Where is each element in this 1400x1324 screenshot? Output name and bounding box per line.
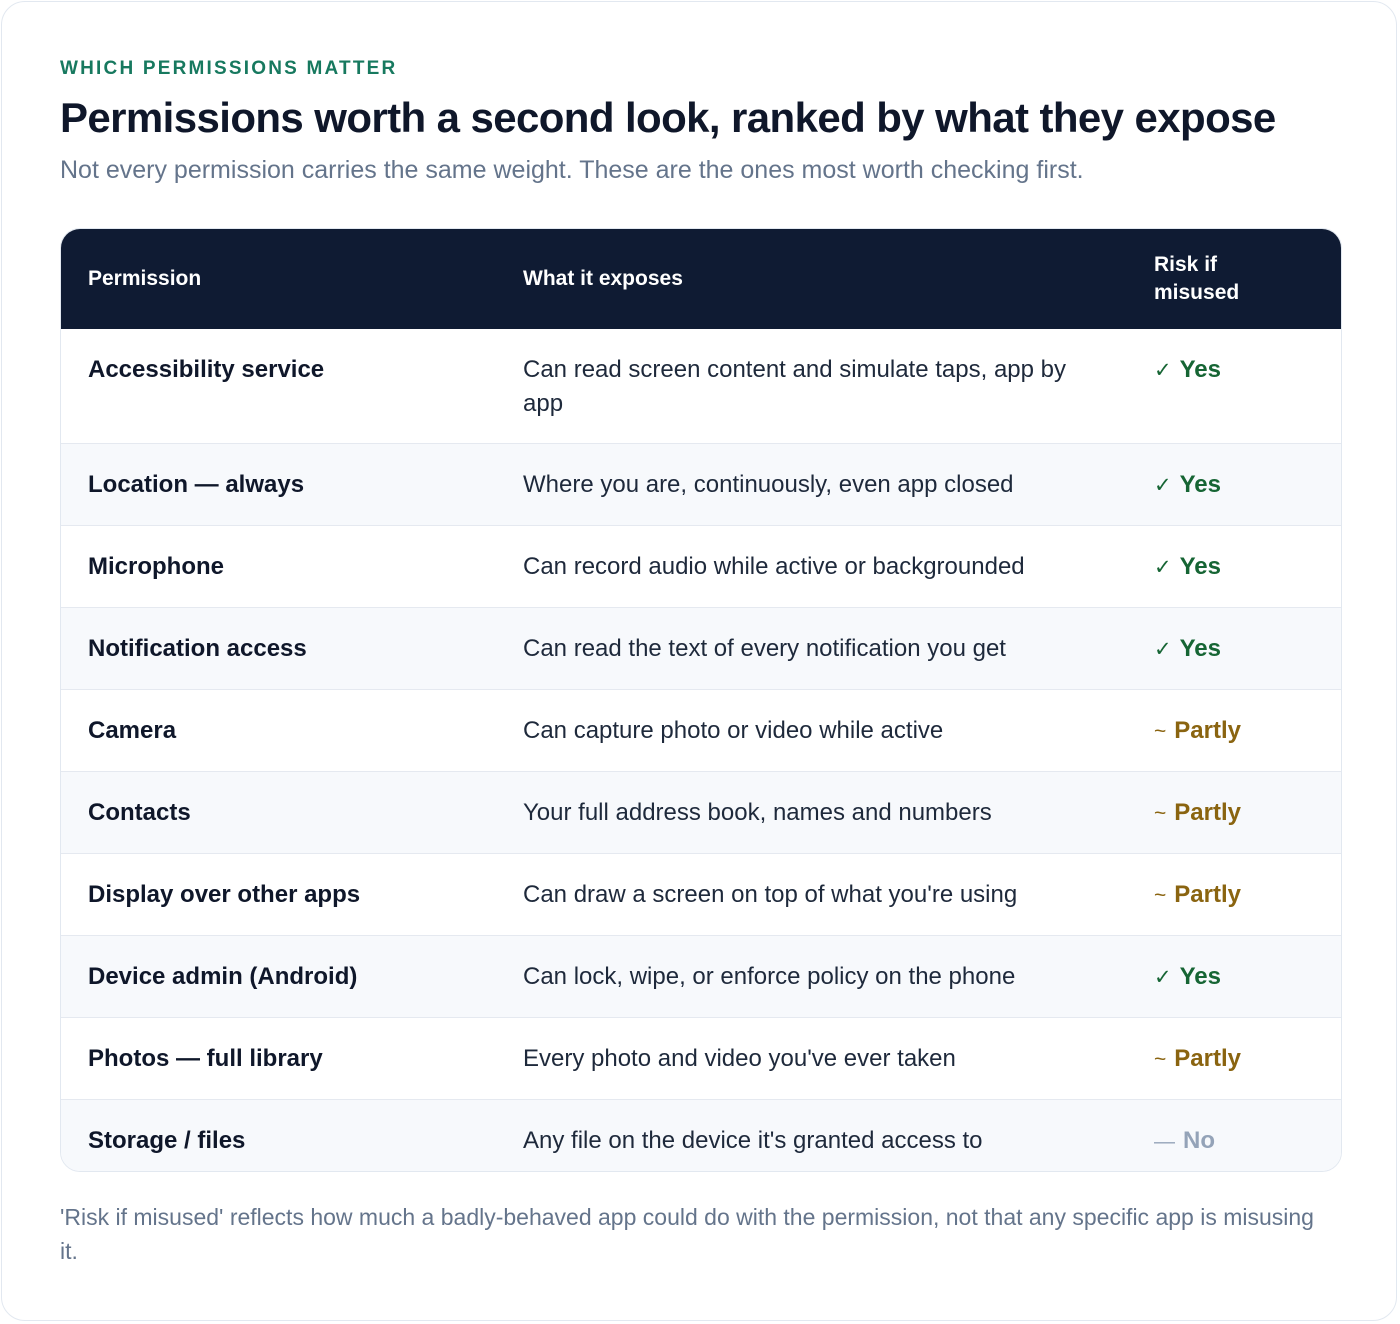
- eyebrow-label: WHICH PERMISSIONS MATTER: [60, 58, 398, 79]
- permissions-table: Permission What it exposes Risk if misus…: [61, 229, 1341, 1172]
- footnote: 'Risk if misused' reflects how much a ba…: [60, 1204, 1314, 1264]
- permission-name: Location — always: [88, 471, 305, 498]
- risk-badge: — No: [1127, 1100, 1341, 1172]
- tilde-icon: ~: [1154, 720, 1167, 743]
- permission-name: Photos — full library: [88, 1045, 323, 1072]
- risk-badge: ✓ Yes: [1127, 444, 1341, 526]
- risk-badge: ✓ Yes: [1127, 329, 1341, 444]
- tilde-icon: ~: [1154, 884, 1167, 907]
- permission-name: Notification access: [88, 635, 307, 662]
- permission-name: Microphone: [88, 553, 224, 580]
- risk-label: Partly: [1174, 717, 1241, 744]
- table-row: Display over other apps Can draw a screen…: [61, 853, 1341, 936]
- permissions-table-container: Permission What it exposes Risk if misus…: [60, 228, 1342, 1172]
- tilde-icon: ~: [1154, 1048, 1167, 1071]
- permission-exposure: Can capture photo or video while active: [523, 717, 944, 744]
- table-row: Device admin (Android) Can lock, wipe, or…: [61, 935, 1341, 1018]
- check-icon: ✓: [1154, 966, 1172, 989]
- risk-label: Yes: [1179, 553, 1221, 580]
- table-row: Camera Can capture photo or video while a…: [61, 689, 1341, 772]
- table-header: Permission What it exposes Risk if misus…: [61, 229, 1341, 329]
- risk-badge: ✓ Yes: [1127, 526, 1341, 608]
- permission-exposure: Where you are, continuously, even app cl…: [523, 471, 1014, 498]
- permission-exposure: Your full address book, names and number…: [523, 799, 992, 826]
- permission-exposure: Every photo and video you've ever taken: [523, 1045, 956, 1072]
- permission-name: Accessibility service: [88, 356, 325, 383]
- permission-exposure: Can read screen content and simulate tap…: [523, 356, 1066, 417]
- risk-label: Partly: [1174, 799, 1241, 826]
- risk-badge: ~ Partly: [1127, 854, 1341, 936]
- table-row: Microphone Can record audio while active …: [61, 525, 1341, 608]
- page-title: Permissions worth a second look, ranked …: [60, 94, 1276, 141]
- table-row: Notification access Can read the text of …: [61, 607, 1341, 690]
- permission-name: Device admin (Android): [88, 963, 358, 990]
- check-icon: ✓: [1154, 359, 1172, 382]
- risk-badge: ~ Partly: [1127, 690, 1341, 772]
- tilde-icon: ~: [1154, 802, 1167, 825]
- permission-name: Storage / files: [88, 1127, 246, 1154]
- permission-exposure: Any file on the device it's granted acce…: [523, 1127, 983, 1154]
- risk-label: Yes: [1179, 963, 1221, 990]
- permission-exposure: Can draw a screen on top of what you're …: [523, 881, 1018, 908]
- risk-badge: ✓ Yes: [1127, 608, 1341, 690]
- table-header-row: Permission What it exposes Risk if misus…: [61, 229, 1341, 329]
- risk-label: No: [1183, 1127, 1215, 1154]
- column-header-risk: Risk if misused: [1154, 253, 1240, 304]
- permission-name: Display over other apps: [88, 881, 361, 908]
- column-header-permission: Permission: [88, 267, 202, 290]
- table-row: Storage / files Any file on the device it…: [61, 1099, 1341, 1172]
- table-row: Contacts Your full address book, names an…: [61, 771, 1341, 854]
- risk-badge: ~ Partly: [1127, 1018, 1341, 1100]
- table-body: Accessibility service Can read screen con…: [61, 329, 1341, 1172]
- table-row: Location — always Where you are, continuo…: [61, 443, 1341, 526]
- permission-name: Camera: [88, 717, 177, 744]
- risk-label: Yes: [1179, 635, 1221, 662]
- risk-badge: ✓ Yes: [1127, 936, 1341, 1018]
- dash-icon: —: [1154, 1130, 1175, 1153]
- table-row: Photos — full library Every photo and vid…: [61, 1017, 1341, 1100]
- page-subtitle: Not every permission carries the same we…: [60, 156, 1084, 184]
- check-icon: ✓: [1154, 556, 1172, 579]
- risk-label: Yes: [1179, 471, 1221, 498]
- permission-exposure: Can lock, wipe, or enforce policy on the…: [523, 963, 1016, 990]
- permission-exposure: Can record audio while active or backgro…: [523, 553, 1025, 580]
- table-row: Accessibility service Can read screen con…: [61, 329, 1341, 444]
- risk-label: Partly: [1174, 881, 1241, 908]
- check-icon: ✓: [1154, 474, 1172, 497]
- permission-exposure: Can read the text of every notification …: [523, 635, 1006, 662]
- column-header-exposes: What it exposes: [523, 267, 683, 290]
- risk-label: Partly: [1174, 1045, 1241, 1072]
- permission-name: Contacts: [88, 799, 191, 826]
- risk-label: Yes: [1179, 356, 1221, 383]
- risk-badge: ~ Partly: [1127, 772, 1341, 854]
- check-icon: ✓: [1154, 638, 1172, 661]
